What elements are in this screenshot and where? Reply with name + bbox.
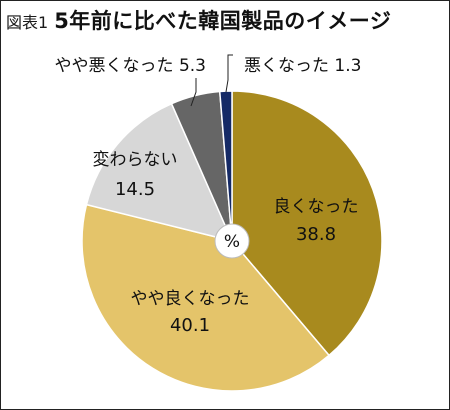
- slice-value-2: 40.1: [170, 315, 210, 336]
- leader-lines: [190, 54, 233, 107]
- slice-labels: 良くなった 38.8 やや良くなった 40.1 変わらない 14.5 やや悪くなった 5.3…: [55, 56, 362, 336]
- pie-slices: [81, 90, 383, 392]
- slice-label-1: 良くなった: [274, 197, 359, 217]
- pie-center: %: [214, 223, 250, 259]
- pie-slice-2: [81, 203, 331, 392]
- slice-label-3: 変わらない: [93, 150, 178, 170]
- leader-line-5: [225, 54, 233, 93]
- leader-line-4: [190, 78, 197, 107]
- chart-title: 5年前に比べた韓国製品のイメージ: [54, 9, 392, 33]
- slice-value-1: 38.8: [296, 224, 336, 245]
- slice-label-5: 悪くなった 1.3: [244, 56, 361, 76]
- unit-label: %: [224, 232, 240, 252]
- slice-label-4: やや悪くなった 5.3: [55, 56, 206, 76]
- slice-value-3: 14.5: [115, 179, 155, 200]
- center-circle: [214, 223, 250, 259]
- slice-label-2: やや良くなった: [131, 289, 250, 309]
- pie-slice-1: [231, 90, 383, 357]
- pie-slice-3: [85, 102, 234, 243]
- title-row: 図表1 5年前に比べた韓国製品のイメージ: [6, 5, 391, 33]
- figure-label: 図表1: [6, 13, 49, 32]
